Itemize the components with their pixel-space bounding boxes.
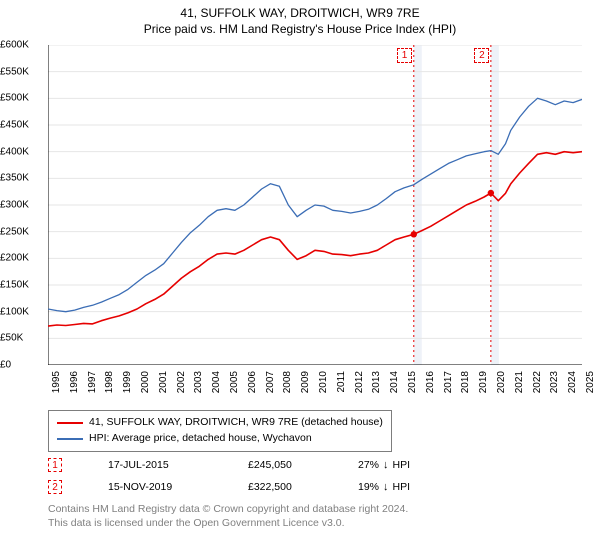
x-tick-label: 1998 bbox=[104, 371, 115, 393]
transaction-date: 17-JUL-2015 bbox=[108, 459, 248, 471]
x-tick-label: 2002 bbox=[176, 371, 187, 393]
y-tick-label: £300K bbox=[0, 200, 44, 211]
x-tick-label: 2012 bbox=[354, 371, 365, 393]
x-tick-label: 2008 bbox=[282, 371, 293, 393]
y-tick-label: £100K bbox=[0, 306, 44, 317]
x-tick-label: 2022 bbox=[532, 371, 543, 393]
x-tick-label: 2011 bbox=[336, 371, 347, 393]
x-tick-label: 2024 bbox=[567, 371, 578, 393]
legend: 41, SUFFOLK WAY, DROITWICH, WR9 7RE (det… bbox=[48, 410, 392, 452]
footer-line-2: This data is licensed under the Open Gov… bbox=[48, 516, 408, 530]
x-tick-label: 1999 bbox=[122, 371, 133, 393]
transaction-delta: 27%↓ HPI bbox=[358, 459, 478, 471]
x-tick-label: 2016 bbox=[425, 371, 436, 393]
legend-swatch bbox=[57, 422, 83, 424]
x-tick-label: 2000 bbox=[140, 371, 151, 393]
y-tick-label: £400K bbox=[0, 146, 44, 157]
transaction-delta: 19%↓ HPI bbox=[358, 481, 478, 493]
x-tick-label: 2003 bbox=[193, 371, 204, 393]
footer-attribution: Contains HM Land Registry data © Crown c… bbox=[48, 502, 408, 530]
x-tick-label: 2017 bbox=[443, 371, 454, 393]
x-tick-label: 2018 bbox=[460, 371, 471, 393]
y-tick-label: £450K bbox=[0, 120, 44, 131]
legend-swatch bbox=[57, 438, 83, 440]
y-tick-label: £250K bbox=[0, 226, 44, 237]
y-tick-label: £200K bbox=[0, 253, 44, 264]
legend-row: 41, SUFFOLK WAY, DROITWICH, WR9 7RE (det… bbox=[57, 415, 383, 431]
x-tick-label: 2020 bbox=[496, 371, 507, 393]
x-tick-label: 2019 bbox=[478, 371, 489, 393]
x-tick-label: 2015 bbox=[407, 371, 418, 393]
chart-svg bbox=[48, 45, 582, 365]
legend-row: HPI: Average price, detached house, Wych… bbox=[57, 431, 383, 447]
transactions-table: 1 17-JUL-2015£245,05027%↓ HPI 2 15-NOV-2019… bbox=[48, 454, 568, 498]
x-tick-label: 2007 bbox=[265, 371, 276, 393]
transaction-marker: 2 bbox=[48, 480, 62, 494]
x-tick-label: 2006 bbox=[247, 371, 258, 393]
chart-marker-callout: 2 bbox=[474, 48, 489, 63]
x-tick-label: 2005 bbox=[229, 371, 240, 393]
transaction-price: £322,500 bbox=[248, 481, 358, 493]
x-tick-label: 1997 bbox=[87, 371, 98, 393]
chart-subtitle: Price paid vs. HM Land Registry's House … bbox=[0, 20, 600, 40]
transaction-price: £245,050 bbox=[248, 459, 358, 471]
transaction-row: 1 17-JUL-2015£245,05027%↓ HPI bbox=[48, 454, 568, 476]
y-tick-label: £350K bbox=[0, 173, 44, 184]
legend-label: HPI: Average price, detached house, Wych… bbox=[89, 431, 312, 447]
x-tick-label: 2025 bbox=[585, 371, 596, 393]
chart-title: 41, SUFFOLK WAY, DROITWICH, WR9 7RE bbox=[0, 0, 600, 20]
x-tick-label: 2001 bbox=[158, 371, 169, 393]
x-tick-label: 2014 bbox=[389, 371, 400, 393]
y-tick-label: £150K bbox=[0, 280, 44, 291]
x-tick-label: 2009 bbox=[300, 371, 311, 393]
transaction-date: 15-NOV-2019 bbox=[108, 481, 248, 493]
x-tick-label: 2010 bbox=[318, 371, 329, 393]
chart-area bbox=[48, 45, 582, 365]
figure-root: { "title": "41, SUFFOLK WAY, DROITWICH, … bbox=[0, 0, 600, 560]
arrow-down-icon: ↓ bbox=[383, 459, 389, 471]
x-tick-label: 1996 bbox=[69, 371, 80, 393]
x-tick-label: 2021 bbox=[514, 371, 525, 393]
y-tick-label: £550K bbox=[0, 66, 44, 77]
y-tick-label: £50K bbox=[0, 333, 44, 344]
y-tick-label: £0 bbox=[0, 360, 44, 371]
arrow-down-icon: ↓ bbox=[383, 481, 389, 493]
y-tick-label: £500K bbox=[0, 93, 44, 104]
transaction-marker: 1 bbox=[48, 458, 62, 472]
x-tick-label: 1995 bbox=[51, 371, 62, 393]
transaction-row: 2 15-NOV-2019£322,50019%↓ HPI bbox=[48, 476, 568, 498]
legend-label: 41, SUFFOLK WAY, DROITWICH, WR9 7RE (det… bbox=[89, 415, 383, 431]
x-tick-label: 2013 bbox=[371, 371, 382, 393]
y-tick-label: £600K bbox=[0, 40, 44, 51]
x-tick-label: 2023 bbox=[549, 371, 560, 393]
chart-marker-callout: 1 bbox=[397, 48, 412, 63]
footer-line-1: Contains HM Land Registry data © Crown c… bbox=[48, 502, 408, 516]
x-tick-label: 2004 bbox=[211, 371, 222, 393]
